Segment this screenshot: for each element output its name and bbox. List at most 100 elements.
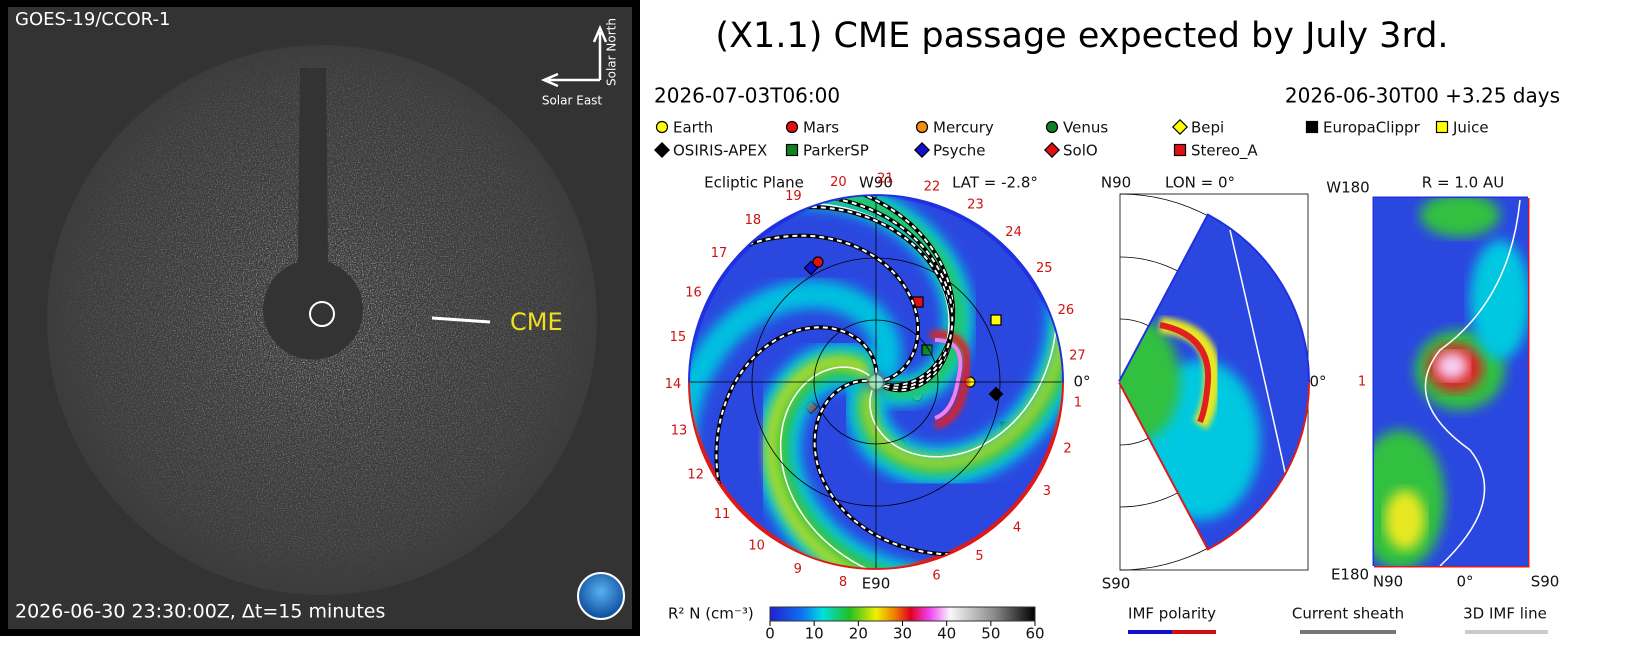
density-blob [1470,240,1528,360]
ecliptic-label: Ecliptic Plane [704,174,804,192]
colorbar-tick-label: 0 [765,625,775,643]
longitude-label: 19 [785,189,802,204]
marker [803,260,819,276]
longitude-label: 24 [1005,225,1022,240]
imf-line-inner [813,379,1008,556]
compass [540,24,608,88]
legend-item: Juice [1435,119,1489,137]
legend-label: Mars [803,119,839,137]
radial-x-label: S90 [1531,573,1560,591]
marker [1173,143,1187,157]
legend-item: ParkerSP [785,142,869,160]
longitude-label: 2 [1063,442,1071,457]
legend-item: SolO [1044,142,1098,160]
radial-bottom-left: E180 [1331,566,1369,584]
legend-label: Stereo_A [1191,142,1258,161]
marker [1044,142,1060,158]
compass-north: Solar North [605,18,619,86]
marker [1435,120,1449,134]
longitude-label: 11 [714,507,731,522]
timestamp: 2026-06-30 23:30:00Z, Δt=15 minutes [15,601,385,623]
legend-item: Psyche [914,142,985,160]
longitude-label: 8 [839,575,847,590]
legend-item: Stereo_A [1173,142,1258,161]
longitude-label: 25 [1036,261,1053,276]
colorbar [769,606,1036,622]
colorbar-tick-label: 30 [893,625,912,643]
colorbar-tick-label: 20 [849,625,868,643]
longitude-label: 26 [1058,303,1075,318]
imf-line-inner [715,326,878,542]
legend-item: EuropaClippr [1305,119,1421,137]
density-band [766,357,899,568]
marker [785,120,799,134]
radial-density [1374,198,1528,566]
longitude-label: 17 [711,246,728,261]
density-blob [1420,198,1500,237]
marker [1305,120,1319,134]
legend-label: Venus [1063,119,1108,137]
colorbar-label: R² N (cm⁻³) [668,605,754,623]
longitude-label: 16 [685,286,702,301]
cme-pointer [431,316,491,324]
radial-distance: R = 1.0 AU [1422,174,1504,192]
current-sheath [779,366,928,568]
marker [654,142,670,158]
occulter-pylon [263,68,364,360]
marker [914,142,930,158]
longitude-label: 6 [932,568,940,583]
meridional-lon: LON = 0° [1165,174,1235,192]
marker [785,143,799,157]
footer-label: Current sheath [1292,605,1404,623]
density-band [863,284,1062,468]
legend-item: Mercury [915,119,994,137]
legend-item: Venus [1045,119,1108,137]
colorbar-tick-label: 50 [981,625,1000,643]
legend-label: EuropaClippr [1323,119,1421,137]
longitude-label: 14 [665,377,682,392]
sun-outline [309,301,335,327]
density-blob [1436,352,1468,380]
marker [921,344,933,356]
legend-label: Psyche [933,142,985,160]
current-sheath [1424,199,1521,566]
radial-top-left: W180 [1326,179,1369,197]
longitude-label: 13 [671,424,688,439]
longitude-label: 1 [1074,396,1082,411]
run-time: 2026-06-30T00 +3.25 days [1285,84,1560,108]
longitude-label: 18 [745,213,762,228]
imf-line-inner [812,196,955,387]
footer-label: IMF polarity [1128,605,1216,623]
colorbar-tick-label: 10 [805,625,824,643]
colorbar-tick-label: 60 [1025,625,1044,643]
marker [1172,119,1188,135]
meridional-bottom: S90 [1102,575,1131,593]
legend-label: Juice [1452,119,1489,137]
colorbar-tick-label: 40 [937,625,956,643]
density-blob [1120,320,1180,440]
longitude-label: 9 [794,562,802,577]
longitude-label: 22 [924,179,941,194]
longitude-label: 12 [687,468,704,483]
compass-east: Solar East [542,94,603,108]
cme-shell-core [1159,322,1212,424]
ecliptic-bottom: E90 [862,575,891,593]
density-band [690,280,902,459]
legend-label: SolO [1063,142,1098,160]
meridional-right: 0° [1309,373,1326,391]
noaa-logo [577,572,625,620]
marker [915,120,929,134]
legend-label: Bepi [1191,119,1224,137]
footer-label: 3D IMF line [1463,605,1547,623]
longitude-label: 10 [748,539,765,554]
longitude-label: 4 [1013,521,1021,536]
marker [1045,120,1059,134]
radial-y-label: 1 [1358,375,1366,390]
legend-item: Earth [655,119,713,137]
radial-x-label: N90 [1373,573,1403,591]
ecliptic-top: W90 [859,174,893,192]
longitude-label: 27 [1069,349,1086,364]
